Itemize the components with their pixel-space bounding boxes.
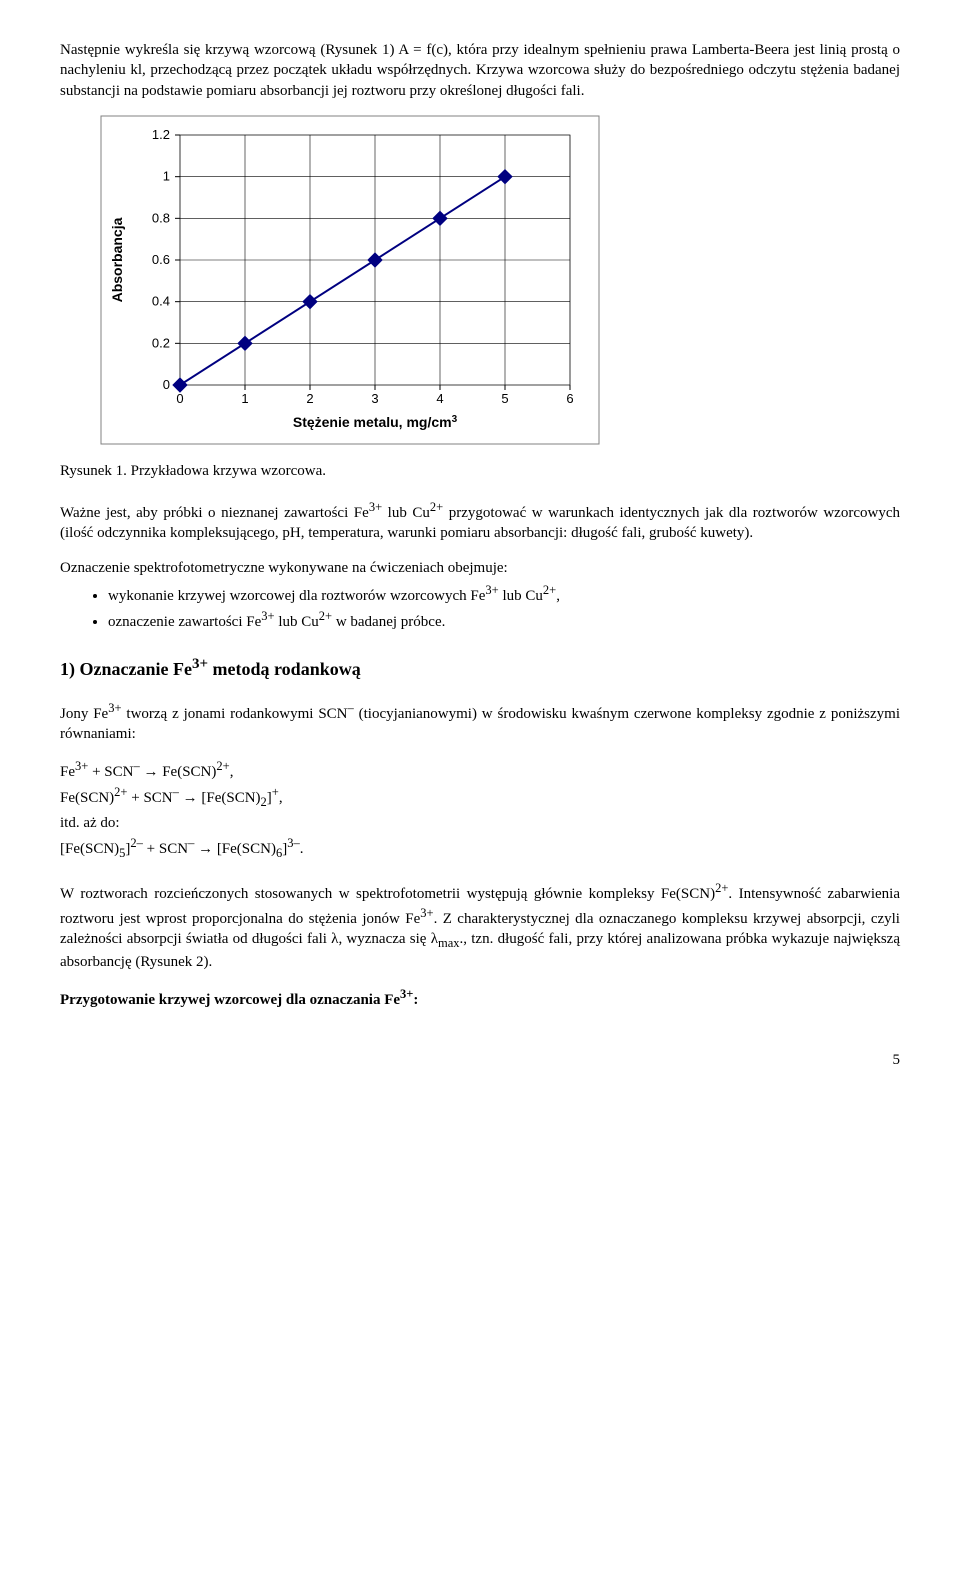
svg-text:0.4: 0.4 [152, 293, 170, 308]
paragraph-explanation: W roztworach rozcieńczonych stosowanych … [60, 880, 900, 972]
svg-text:2: 2 [306, 391, 313, 406]
equation: Fe3+ + SCN– → Fe(SCN)2+, [60, 758, 900, 782]
paragraph-important: Ważne jest, aby próbki o nieznanej zawar… [60, 499, 900, 544]
section-heading: 1) Oznaczanie Fe3+ metodą rodankową [60, 654, 900, 681]
para1-text: Następnie wykreśla się krzywą wzorcową (… [60, 42, 900, 99]
svg-text:Stężenie metalu, mg/cm3: Stężenie metalu, mg/cm3 [293, 413, 458, 430]
paragraph-prep-heading: Przygotowanie krzywej wzorcowej dla ozna… [60, 986, 900, 1010]
equation: [Fe(SCN)5]2– + SCN– → [Fe(SCN)6]3–. [60, 835, 900, 862]
chart-svg: 0 0.2 0.4 0.6 0.8 1 1.2 0 1 2 3 4 5 6 Absorbancja Stęże… [100, 115, 600, 445]
svg-text:Absorbancja: Absorbancja [109, 217, 125, 302]
paragraph-intro: Następnie wykreśla się krzywą wzorcową (… [60, 40, 900, 101]
svg-text:6: 6 [566, 391, 573, 406]
list-item: oznaczenie zawartości Fe3+ lub Cu2+ w ba… [108, 608, 900, 632]
svg-text:0.8: 0.8 [152, 210, 170, 225]
page-number: 5 [60, 1050, 900, 1070]
paragraph-reaction-intro: Jony Fe3+ tworzą z jonami rodankowymi SC… [60, 700, 900, 745]
equation-etc: itd. aż do: [60, 813, 900, 833]
svg-text:4: 4 [436, 391, 443, 406]
svg-text:5: 5 [501, 391, 508, 406]
calibration-chart: 0 0.2 0.4 0.6 0.8 1 1.2 0 1 2 3 4 5 6 Absorbancja Stęże… [100, 115, 900, 445]
svg-text:0: 0 [163, 377, 170, 392]
paragraph-list-intro: Oznaczenie spektrofotometryczne wykonywa… [60, 558, 900, 578]
svg-text:0.6: 0.6 [152, 252, 170, 267]
list-item: wykonanie krzywej wzorcowej dla roztworó… [108, 582, 900, 606]
equation: Fe(SCN)2+ + SCN– → [Fe(SCN)2]+, [60, 784, 900, 811]
svg-text:0.2: 0.2 [152, 335, 170, 350]
svg-text:1: 1 [163, 168, 170, 183]
procedure-list: wykonanie krzywej wzorcowej dla roztworó… [60, 582, 900, 633]
equations-block: Fe3+ + SCN– → Fe(SCN)2+, Fe(SCN)2+ + SCN… [60, 758, 900, 862]
figure-caption: Rysunek 1. Przykładowa krzywa wzorcowa. [60, 461, 900, 481]
svg-text:0: 0 [176, 391, 183, 406]
svg-text:1: 1 [241, 391, 248, 406]
svg-text:3: 3 [371, 391, 378, 406]
svg-text:1.2: 1.2 [152, 127, 170, 142]
